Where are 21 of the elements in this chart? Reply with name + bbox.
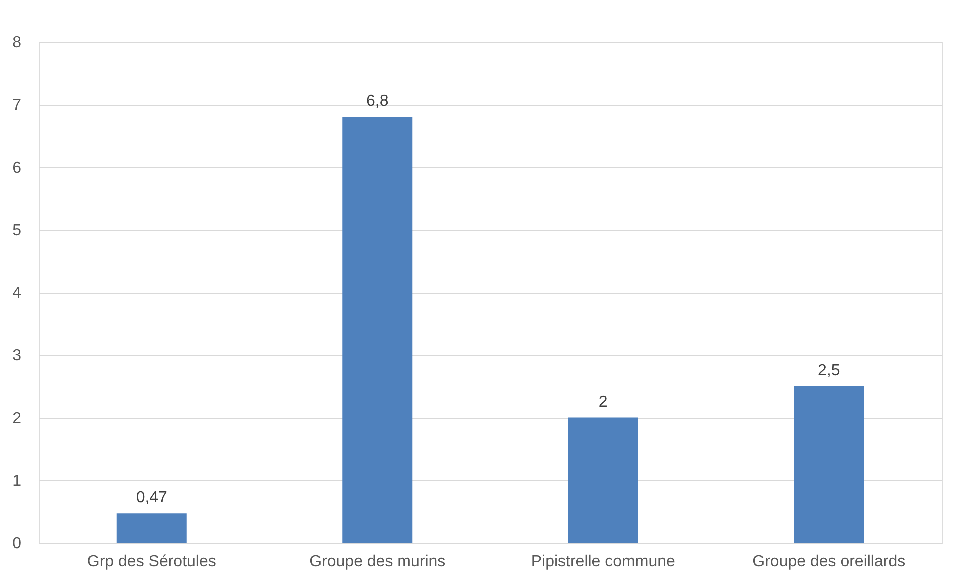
x-tick-label: Groupe des oreillards xyxy=(752,554,906,570)
y-tick-label: 3 xyxy=(12,348,22,365)
data-label: 2,5 xyxy=(818,362,840,380)
x-tick-label: Pipistrelle commune xyxy=(531,554,676,570)
y-tick-label: 2 xyxy=(12,410,22,428)
x-tick-label: Groupe des murins xyxy=(310,554,446,570)
data-label: 0,47 xyxy=(136,490,168,507)
y-tick-label: 6 xyxy=(12,160,22,177)
y-tick-label: 5 xyxy=(12,222,22,240)
bar xyxy=(342,117,413,543)
bar xyxy=(568,418,638,543)
y-tick-label: 7 xyxy=(12,97,22,114)
bar xyxy=(116,514,187,543)
x-tick-label: Grp des Sérotules xyxy=(87,554,216,570)
y-tick-label: 4 xyxy=(12,285,22,302)
bar xyxy=(794,386,864,543)
data-label: 6,8 xyxy=(366,93,389,110)
data-label: 2 xyxy=(598,394,608,411)
y-tick-label: 1 xyxy=(12,472,22,490)
y-tick-label: 0 xyxy=(12,536,22,552)
y-tick-label: 8 xyxy=(12,34,22,52)
